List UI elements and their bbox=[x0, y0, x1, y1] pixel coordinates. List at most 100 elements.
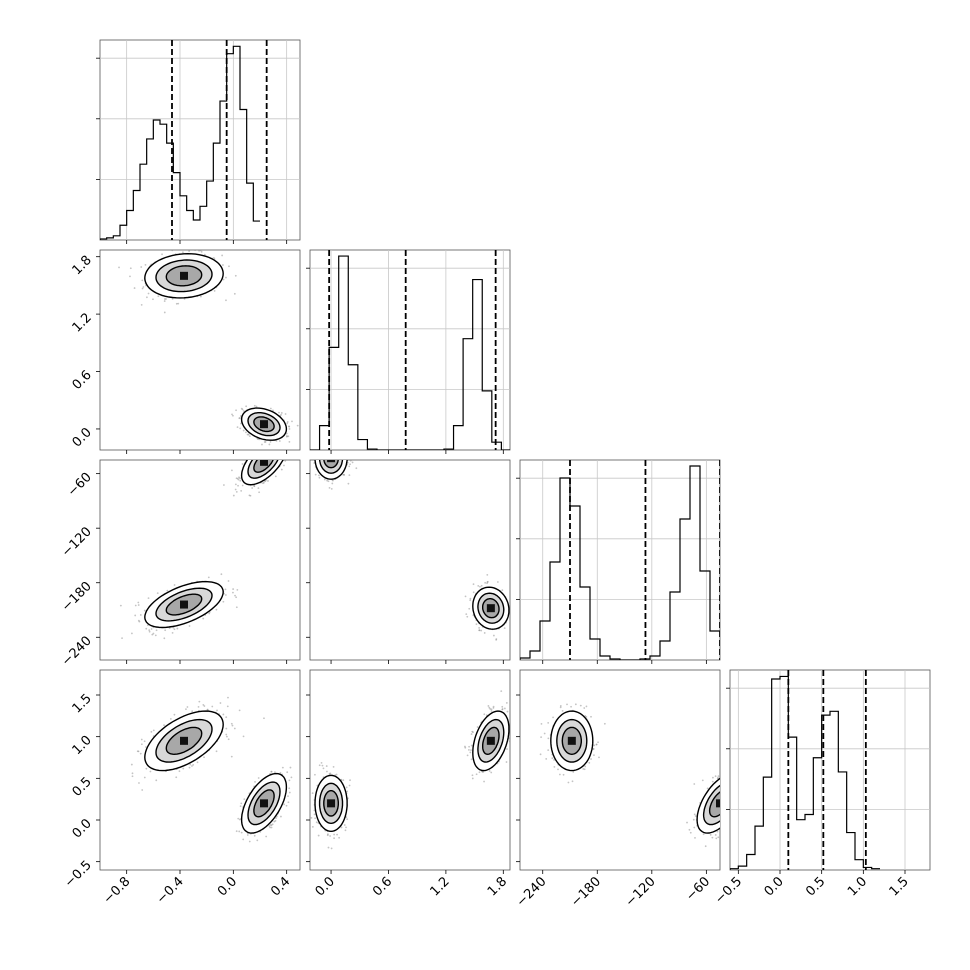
scatter-point bbox=[336, 456, 338, 458]
panel-frame bbox=[309, 669, 511, 871]
scatter-point bbox=[252, 458, 254, 460]
scatter-point bbox=[216, 709, 218, 712]
scatter-point bbox=[177, 302, 180, 305]
histogram-bin bbox=[339, 256, 349, 450]
scatter-point bbox=[258, 451, 260, 453]
scatter-point bbox=[289, 766, 292, 769]
scatter-point bbox=[258, 453, 260, 455]
scatter-point bbox=[272, 444, 274, 446]
scatter-point bbox=[235, 490, 238, 493]
scatter-point bbox=[237, 817, 240, 820]
scatter-point bbox=[233, 727, 236, 730]
scatter-point bbox=[206, 708, 209, 711]
scatter-point bbox=[213, 290, 216, 292]
scatter-point bbox=[242, 410, 245, 412]
scatter-point bbox=[163, 637, 166, 640]
scatter-content bbox=[118, 250, 299, 446]
histogram-bin bbox=[560, 478, 570, 660]
scatter-point bbox=[212, 256, 215, 259]
scatter-point bbox=[314, 456, 316, 458]
scatter-point bbox=[256, 839, 259, 842]
scatter-point bbox=[316, 451, 318, 453]
scatter-point bbox=[231, 413, 233, 416]
scatter-point bbox=[348, 465, 351, 468]
scatter-point bbox=[327, 480, 330, 483]
histogram-bin bbox=[153, 120, 160, 240]
histogram-bin bbox=[207, 181, 214, 240]
scatter-point bbox=[222, 278, 225, 281]
scatter-point bbox=[265, 448, 267, 450]
scatter-point bbox=[242, 838, 245, 841]
scatter-point bbox=[275, 452, 277, 454]
scatter-point bbox=[219, 702, 222, 704]
scatter-point bbox=[203, 253, 206, 256]
scatter-point bbox=[198, 700, 201, 703]
scatter-point bbox=[262, 453, 264, 455]
scatter-point bbox=[343, 824, 346, 826]
scatter-point bbox=[345, 454, 347, 456]
scatter-point bbox=[251, 487, 254, 489]
scatter-point bbox=[464, 595, 467, 598]
histogram-bin bbox=[482, 391, 492, 450]
scatter-point bbox=[141, 287, 144, 290]
scatter-point bbox=[325, 456, 327, 458]
scatter-point bbox=[225, 276, 227, 279]
histogram-bin bbox=[550, 562, 560, 660]
scatter-point bbox=[227, 580, 230, 582]
scatter-point bbox=[279, 445, 281, 447]
scatter-point bbox=[145, 767, 148, 770]
scatter-point bbox=[339, 458, 341, 460]
scatter-point bbox=[248, 452, 250, 454]
scatter-point bbox=[276, 446, 278, 448]
scatter-point bbox=[268, 825, 271, 827]
scatter-point bbox=[508, 740, 510, 743]
scatter-point bbox=[272, 454, 274, 456]
scatter-point bbox=[186, 706, 189, 708]
scatter-point bbox=[203, 705, 206, 707]
histogram-bin bbox=[830, 711, 838, 870]
scatter-point bbox=[314, 817, 317, 820]
scatter-point bbox=[281, 456, 283, 458]
scatter-point bbox=[338, 452, 340, 454]
scatter-point bbox=[176, 627, 179, 630]
scatter-point bbox=[271, 455, 273, 457]
scatter-point bbox=[260, 455, 262, 457]
scatter-point bbox=[329, 835, 331, 837]
scatter-point bbox=[328, 456, 330, 458]
histogram-bin bbox=[813, 758, 821, 870]
scatter-point bbox=[248, 840, 251, 843]
scatter-point bbox=[503, 627, 506, 630]
scatter-point bbox=[240, 407, 243, 410]
panel-frame bbox=[99, 39, 301, 241]
scatter-point bbox=[331, 455, 333, 457]
scatter-point bbox=[225, 299, 227, 302]
scatter-point bbox=[262, 481, 265, 484]
scatter-point bbox=[281, 446, 283, 448]
scatter-point bbox=[328, 458, 330, 460]
scatter-point bbox=[131, 775, 134, 778]
scatter-point bbox=[288, 791, 291, 794]
scatter-point bbox=[323, 458, 325, 460]
scatter-point bbox=[322, 452, 324, 454]
scatter-point bbox=[129, 275, 131, 278]
scatter-point bbox=[240, 490, 243, 492]
scatter-point bbox=[278, 440, 281, 442]
scatter-point bbox=[253, 454, 255, 456]
scatter-point bbox=[334, 456, 336, 458]
histogram-bin bbox=[755, 826, 763, 870]
scatter-point bbox=[509, 616, 510, 618]
scatter-point bbox=[275, 456, 277, 458]
panel-frame bbox=[99, 669, 301, 871]
scatter-point bbox=[273, 453, 275, 455]
scatter-point bbox=[490, 771, 493, 774]
scatter-point bbox=[271, 458, 273, 460]
scatter-point bbox=[121, 637, 123, 640]
scatter-point bbox=[317, 443, 319, 445]
scatter-point bbox=[241, 484, 244, 487]
x-tick-label: 0.0 bbox=[762, 874, 787, 899]
scatter-point bbox=[258, 452, 260, 454]
scatter-point bbox=[235, 830, 238, 833]
histogram-bin bbox=[838, 772, 846, 870]
scatter-point bbox=[269, 447, 271, 449]
x-tick-label: 0.4 bbox=[268, 874, 293, 899]
